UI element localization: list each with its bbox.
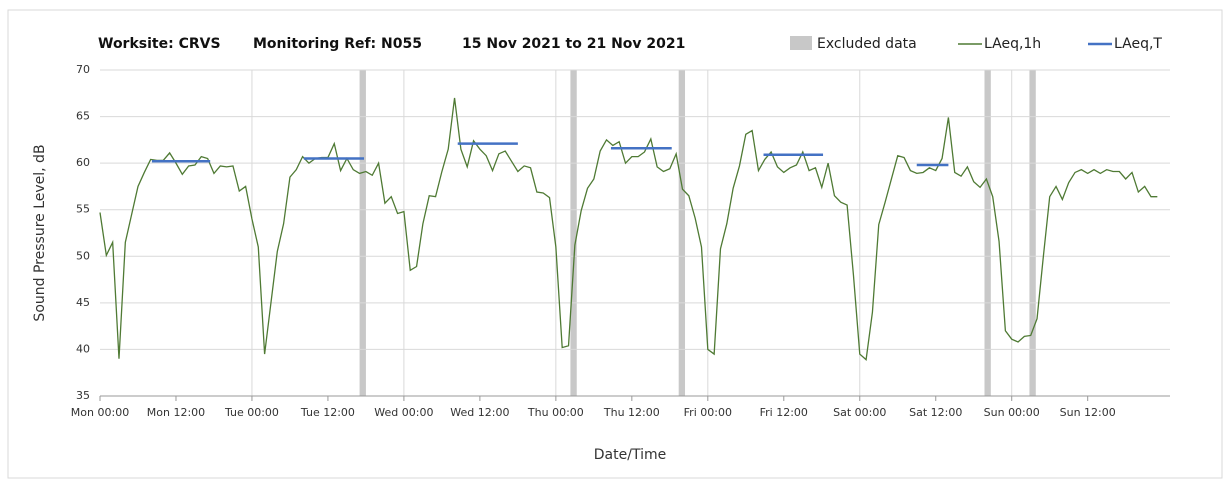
y-tick-label: 55 bbox=[76, 203, 90, 216]
legend-label: LAeq,T bbox=[1114, 36, 1162, 52]
x-axis-label: Date/Time bbox=[594, 447, 666, 463]
x-tick-label: Fri 00:00 bbox=[684, 406, 732, 419]
excluded-band bbox=[1029, 70, 1036, 396]
y-tick-label: 70 bbox=[76, 63, 90, 76]
chart-frame bbox=[7, 9, 1223, 479]
x-tick-label: Sun 00:00 bbox=[984, 406, 1040, 419]
x-tick-label: Tue 12:00 bbox=[300, 406, 355, 419]
chart-title: 15 Nov 2021 to 21 Nov 2021 bbox=[462, 36, 685, 52]
x-tick-label: Sun 12:00 bbox=[1060, 406, 1116, 419]
x-tick-label: Thu 00:00 bbox=[527, 406, 584, 419]
legend-label: LAeq,1h bbox=[984, 36, 1041, 52]
excluded-band bbox=[984, 70, 991, 396]
y-tick-label: 60 bbox=[76, 156, 90, 169]
y-tick-label: 65 bbox=[76, 110, 90, 123]
x-tick-label: Mon 00:00 bbox=[71, 406, 129, 419]
y-tick-label: 50 bbox=[76, 249, 90, 262]
x-tick-label: Mon 12:00 bbox=[147, 406, 205, 419]
x-tick-label: Sat 12:00 bbox=[909, 406, 962, 419]
excluded-band bbox=[570, 70, 577, 396]
x-tick-label: Thu 12:00 bbox=[603, 406, 660, 419]
x-tick-label: Tue 00:00 bbox=[224, 406, 279, 419]
y-axis-label: Sound Pressure Level, dB bbox=[32, 144, 48, 321]
y-tick-label: 40 bbox=[76, 342, 90, 355]
y-tick-label: 45 bbox=[76, 296, 90, 309]
excluded-band bbox=[678, 70, 686, 396]
data-line bbox=[99, 97, 1158, 361]
x-tick-label: Fri 12:00 bbox=[760, 406, 808, 419]
chart-title: Worksite: CRVS bbox=[98, 36, 221, 52]
legend-label: Excluded data bbox=[817, 36, 917, 52]
y-tick-label: 35 bbox=[76, 389, 90, 402]
x-tick-label: Wed 12:00 bbox=[450, 406, 509, 419]
x-tick-label: Wed 00:00 bbox=[374, 406, 433, 419]
chart-title: Monitoring Ref: N055 bbox=[253, 36, 422, 52]
excluded-band bbox=[359, 70, 366, 396]
legend-swatch bbox=[790, 36, 812, 50]
x-tick-label: Sat 00:00 bbox=[833, 406, 886, 419]
